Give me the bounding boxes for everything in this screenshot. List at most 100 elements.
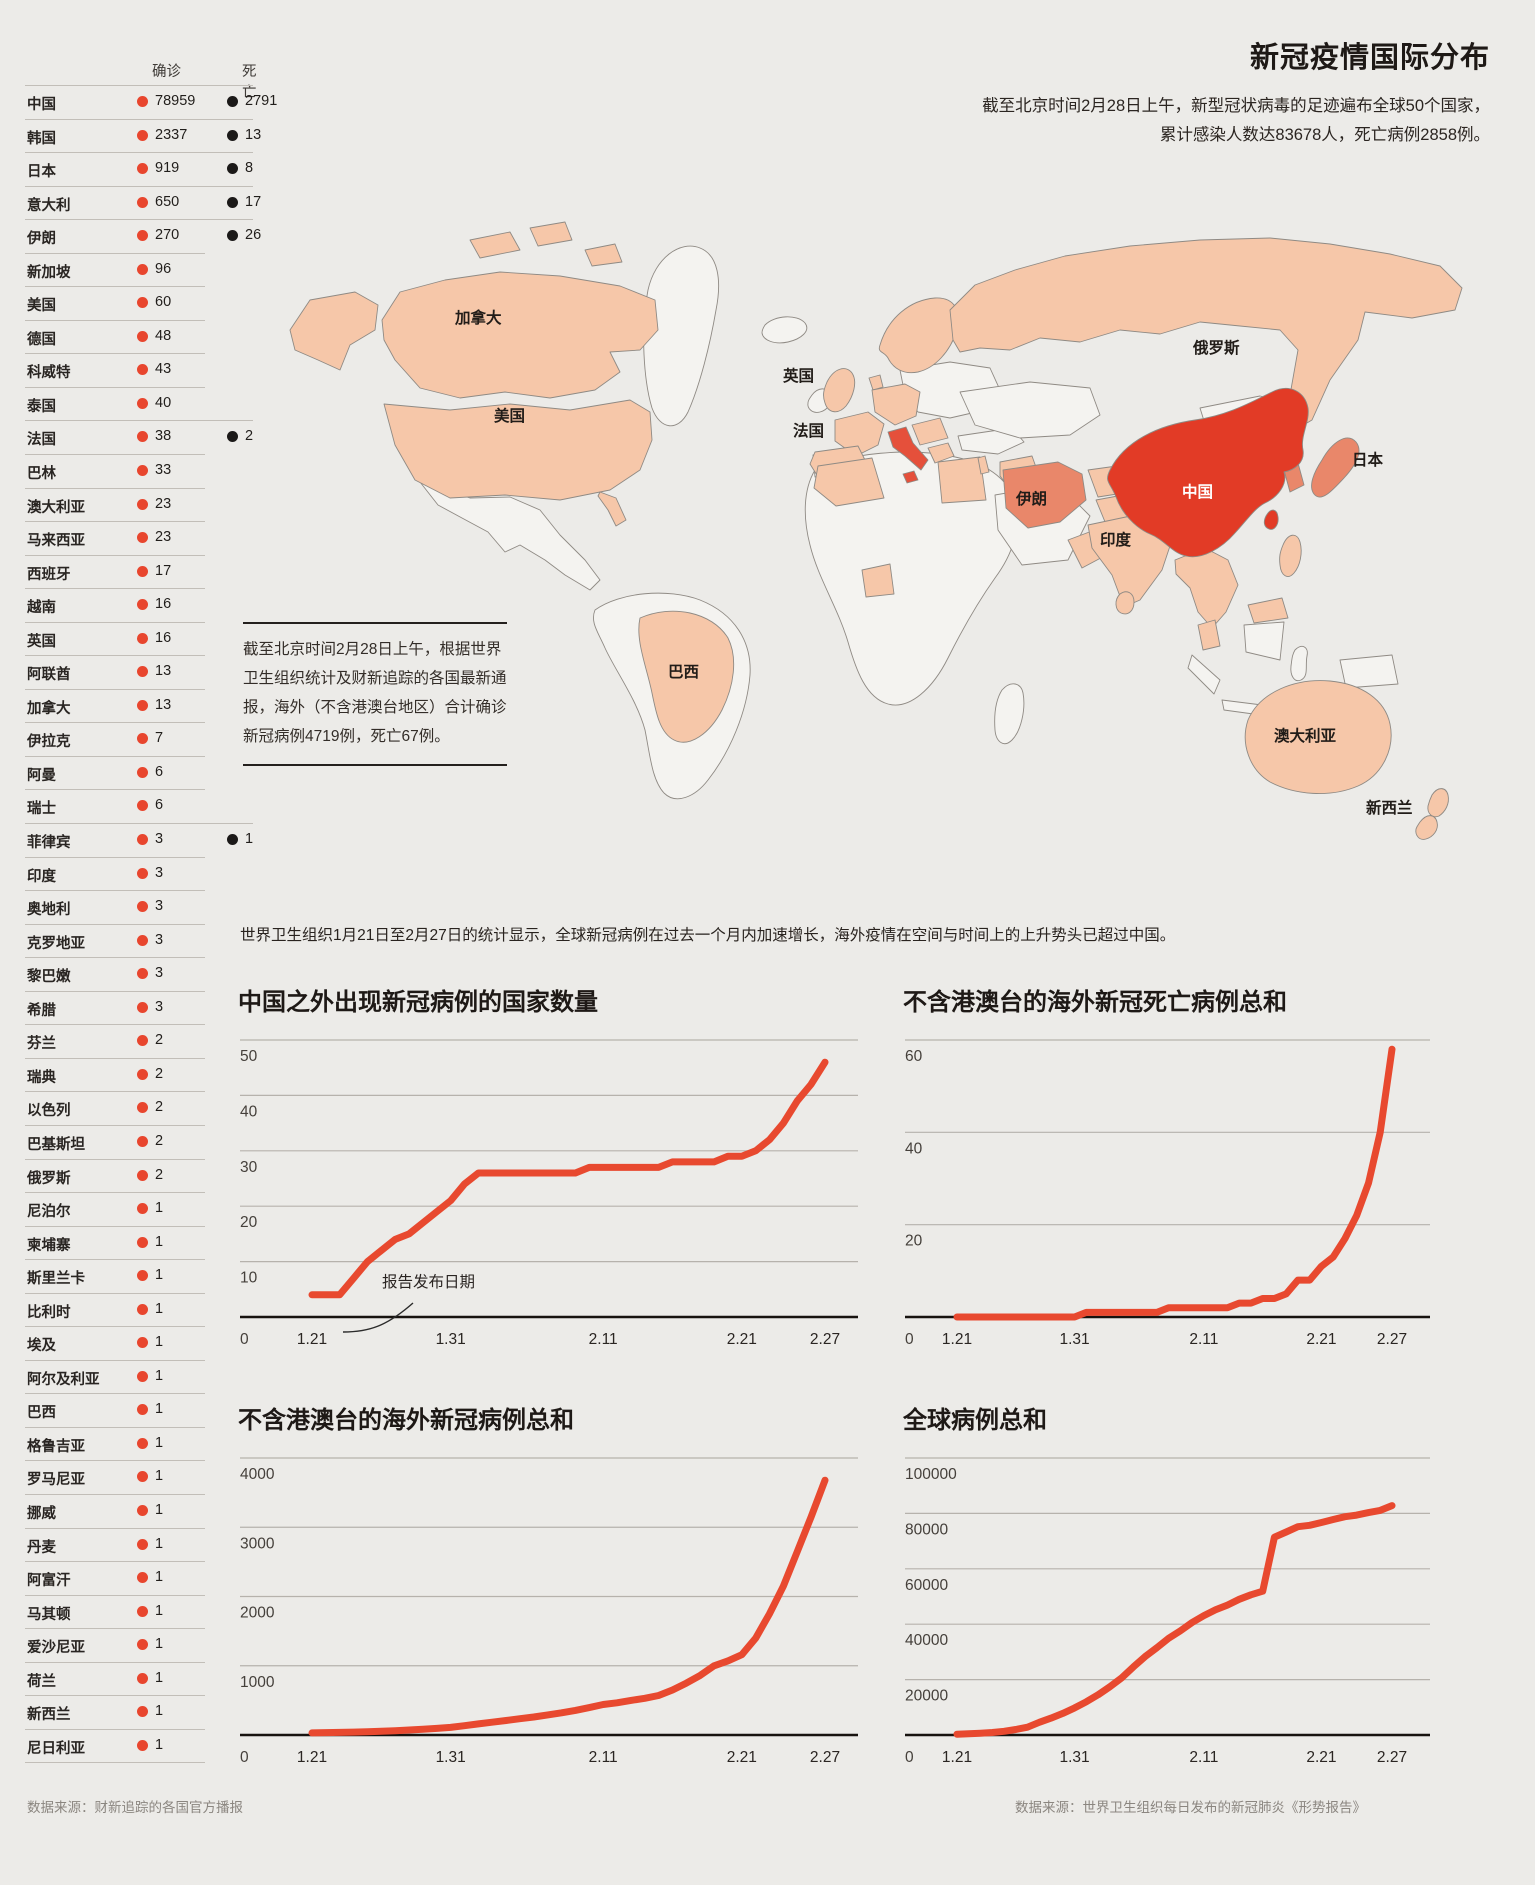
confirmed-value: 2 <box>155 1166 164 1183</box>
table-row: 希腊 3 <box>25 990 265 1025</box>
country-name: 尼日利亚 <box>27 1740 85 1757</box>
data-line <box>953 1045 1396 1321</box>
death-dot-icon <box>227 230 238 242</box>
country-name: 荷兰 <box>27 1673 56 1690</box>
confirmed-dot-icon <box>137 1605 148 1617</box>
confirmed-value: 1 <box>155 1233 164 1250</box>
confirmed-value: 13 <box>155 663 172 680</box>
confirmed-dot-icon <box>137 1337 148 1349</box>
table-row: 马来西亚 23 <box>25 521 265 555</box>
map-region <box>1115 591 1135 615</box>
confirmed-dot-icon <box>137 431 148 443</box>
death-dot-icon <box>227 129 238 141</box>
x-tick-label: 2.21 <box>727 1749 757 1766</box>
table-row: 尼日利亚 1 <box>25 1728 265 1763</box>
map-region <box>1427 788 1449 818</box>
x-tick-label: 1.31 <box>1059 1749 1089 1766</box>
confirmed-value: 1 <box>155 1669 164 1686</box>
line-chart-3: 20000 40000 60000 80000 100000 0 1.21 1.31 2.11 2… <box>905 1457 1430 1766</box>
confirmed-dot-icon <box>137 1303 148 1315</box>
map-region <box>1187 654 1221 695</box>
country-name: 黎巴嫩 <box>27 969 71 986</box>
map-country-label: 英国 <box>783 368 815 385</box>
x-tick-label: 2.21 <box>727 1331 757 1348</box>
table-row: 阿曼 6 <box>25 755 265 790</box>
table-row: 俄罗斯 2 <box>25 1158 265 1193</box>
map-region <box>823 368 856 413</box>
table-row: 中国 78959 2791 <box>25 85 277 119</box>
map-region <box>1415 815 1438 840</box>
y-tick-label: 40 <box>240 1103 258 1120</box>
subtitle-line-2: 累计感染人数达83678人，死亡病例2858例。 <box>1159 126 1490 144</box>
confirmed-dot-icon <box>137 834 148 846</box>
map-region <box>1279 534 1302 577</box>
map-country-label: 加拿大 <box>455 310 502 327</box>
table-row: 新西兰 1 <box>25 1695 265 1729</box>
confirmed-value: 1 <box>155 1200 164 1217</box>
confirmed-value: 2 <box>155 1032 164 1049</box>
x-tick-label: 1.21 <box>297 1331 327 1348</box>
confirmed-dot-icon <box>137 1739 148 1751</box>
country-name: 以色列 <box>27 1103 71 1120</box>
country-name: 阿曼 <box>27 767 56 784</box>
confirmed-value: 1 <box>155 1267 164 1284</box>
table-row: 泰国 40 <box>25 386 265 421</box>
annotation-connector <box>342 1302 414 1333</box>
confirmed-value: 7 <box>155 730 164 747</box>
x-tick-label: 2.11 <box>589 1749 618 1766</box>
confirmed-value: 48 <box>155 327 172 344</box>
table-row: 斯里兰卡 1 <box>25 1259 265 1293</box>
x-tick-label: 2.27 <box>810 1749 840 1766</box>
confirmed-dot-icon <box>137 934 148 946</box>
map-country-label: 新西兰 <box>1366 800 1413 817</box>
x-tick-label: 2.27 <box>1377 1749 1407 1766</box>
map-country-label: 俄罗斯 <box>1193 340 1240 357</box>
confirmed-value: 23 <box>155 529 172 546</box>
confirmed-value: 6 <box>155 797 164 814</box>
country-name: 奥地利 <box>27 902 71 919</box>
confirmed-value: 1 <box>155 1300 164 1317</box>
chart-title-overseas-deaths: 不含港澳台的海外新冠死亡病例总和 <box>903 989 1287 1016</box>
map-region <box>949 237 1463 431</box>
map-region <box>597 491 627 527</box>
x-tick-label: 2.21 <box>1306 1749 1336 1766</box>
country-name: 阿联酋 <box>27 667 71 684</box>
map-country-label: 伊朗 <box>1016 491 1048 508</box>
confirmed-value: 38 <box>155 428 172 445</box>
country-name: 爱沙尼亚 <box>27 1640 85 1657</box>
y-tick-label: 4000 <box>240 1466 275 1483</box>
confirmed-dot-icon <box>137 1572 148 1584</box>
line-chart-2: 1000 2000 3000 4000 0 1.21 1.31 2.11 2.21 2.27 <box>240 1457 858 1766</box>
x-tick-label: 2.21 <box>1306 1331 1336 1348</box>
map-country-label: 印度 <box>1100 532 1132 549</box>
confirmed-dot-icon <box>137 397 148 409</box>
country-name: 克罗地亚 <box>27 935 85 952</box>
confirmed-value: 3 <box>155 931 164 948</box>
confirmed-value: 1 <box>155 1468 164 1485</box>
confirmed-dot-icon <box>137 230 148 242</box>
map-region <box>994 683 1025 744</box>
confirmed-dot-icon <box>137 532 148 544</box>
country-name: 格鲁吉亚 <box>27 1438 85 1455</box>
confirmed-dot-icon <box>137 1001 148 1013</box>
table-row: 阿富汗 1 <box>25 1561 265 1595</box>
death-value: 2791 <box>245 93 278 109</box>
map-region <box>584 243 623 267</box>
table-row: 尼泊尔 1 <box>25 1192 265 1226</box>
confirmed-value: 1 <box>155 1434 164 1451</box>
map-region <box>977 455 990 475</box>
confirmed-value: 1 <box>155 1736 164 1753</box>
confirmed-value: 16 <box>155 596 172 613</box>
country-name: 马其顿 <box>27 1606 71 1623</box>
map-region <box>529 221 573 247</box>
confirmed-dot-icon <box>137 129 148 141</box>
confirmed-value: 1 <box>155 1535 164 1552</box>
country-name: 芬兰 <box>27 1036 56 1053</box>
table-row: 德国 48 <box>25 319 265 354</box>
country-name: 马来西亚 <box>27 533 85 550</box>
death-dot-icon <box>227 196 238 208</box>
map-region <box>1311 437 1360 498</box>
confirmed-dot-icon <box>137 1504 148 1516</box>
origin-label: 0 <box>905 1331 914 1348</box>
confirmed-value: 2 <box>155 1132 164 1149</box>
